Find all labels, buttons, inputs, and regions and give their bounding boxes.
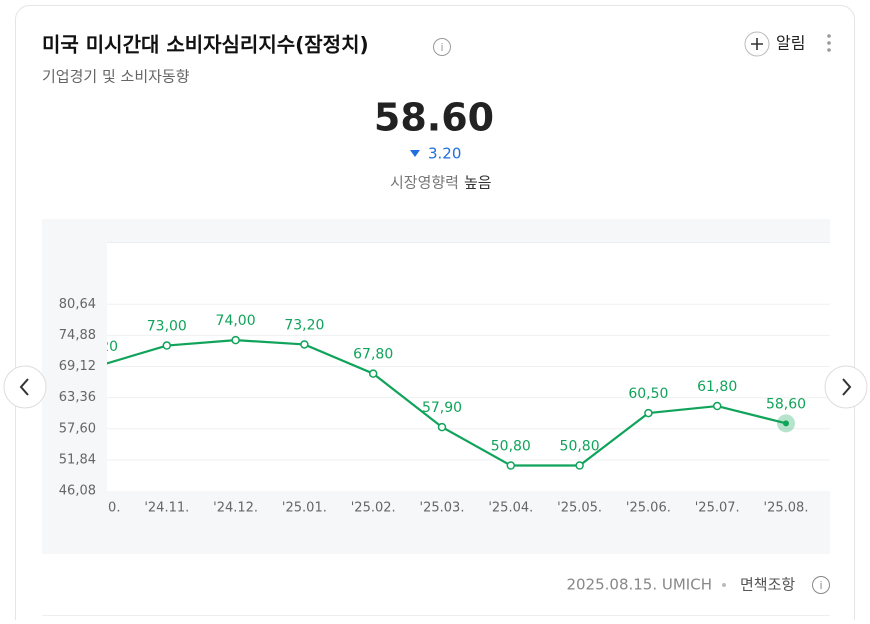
x-tick-label: '24.12. [213, 501, 258, 516]
more-menu[interactable] [827, 34, 831, 52]
value-label: 60,50 [628, 386, 668, 402]
x-tick-label: '25.04. [488, 501, 533, 516]
point [437, 422, 447, 432]
down-arrow [410, 150, 420, 157]
separator [722, 583, 726, 587]
point [783, 420, 789, 427]
point [506, 461, 516, 470]
x-tick-label: '25.02. [351, 501, 396, 516]
source: 2025.08.15. UMICH [566, 576, 712, 594]
disclaimer[interactable]: 면책조항 [740, 576, 795, 594]
y-tick-label: 57,60 [59, 421, 96, 436]
y-tick-label: 74,88 [59, 328, 96, 343]
value-label: 67,80 [353, 347, 393, 363]
x-tick-label: '24.10. [76, 501, 121, 516]
point [162, 341, 172, 350]
value-label: 58,60 [766, 396, 806, 412]
point [644, 408, 653, 418]
value-label: 61,80 [697, 379, 737, 395]
value-label: 73,20 [284, 317, 324, 333]
disclaimer-icon[interactable]: i [812, 576, 830, 594]
alert-button[interactable]: 알림 [744, 31, 805, 57]
value-label: 50,80 [491, 438, 531, 454]
current-value: 58.60 [374, 96, 494, 140]
point [712, 401, 722, 411]
x-tick-label: '25.08. [764, 501, 809, 516]
x-tick-label: '25.07. [695, 501, 740, 516]
point [231, 335, 240, 345]
value-label: 74,00 [216, 313, 256, 329]
value-label: 69,20 [78, 339, 118, 355]
info-icon[interactable]: i [433, 38, 451, 56]
title: 미국 미시간대 소비자심리지수(잠정치) [42, 33, 369, 57]
impact-value: 높음 [464, 174, 492, 192]
y-tick-label: 80,64 [59, 297, 96, 312]
change-value: 3.20 [428, 145, 461, 163]
x-tick-label: '25.05. [557, 501, 602, 516]
point [575, 461, 584, 470]
y-tick-label: 63,36 [59, 390, 96, 405]
alert-label: 알림 [776, 34, 805, 53]
x-tick-label: '25.01. [282, 501, 327, 516]
x-tick-label: '24.11. [144, 501, 189, 516]
y-tick-label: 51,84 [59, 452, 96, 467]
y-tick-label: 46,08 [59, 484, 96, 499]
point [368, 369, 378, 378]
value-label: 57,90 [422, 400, 462, 416]
impact-label: 시장영향력 [390, 174, 459, 192]
y-tick-label: 69,12 [59, 359, 96, 374]
value-label: 73,00 [147, 319, 187, 335]
svg-text:i: i [440, 41, 443, 54]
x-tick-label: '25.03. [420, 501, 465, 516]
next-button[interactable] [824, 365, 868, 409]
svg-text:i: i [819, 579, 822, 592]
prev-button[interactable] [3, 365, 47, 409]
point [300, 340, 309, 349]
value-label: 50,80 [560, 438, 600, 454]
x-tick-label: '25.06. [626, 501, 671, 516]
subtitle: 기업경기 및 소비자동향 [42, 68, 190, 86]
